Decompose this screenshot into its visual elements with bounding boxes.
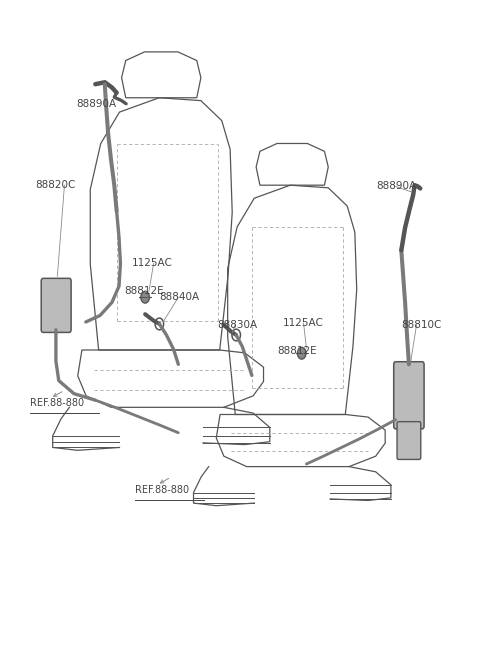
Circle shape [298,348,306,359]
FancyBboxPatch shape [41,279,71,332]
FancyBboxPatch shape [394,362,424,429]
Circle shape [141,291,149,303]
Text: REF.88-880: REF.88-880 [135,485,189,495]
Text: 1125AC: 1125AC [283,318,324,328]
Text: 88810C: 88810C [401,320,442,330]
Text: 1125AC: 1125AC [132,258,173,268]
Text: 88840A: 88840A [159,292,200,302]
FancyBboxPatch shape [397,422,421,459]
Text: 88820C: 88820C [35,180,75,190]
Text: 88812E: 88812E [124,286,163,296]
Text: 88890A: 88890A [377,181,417,191]
Text: 88812E: 88812E [277,346,317,356]
Text: REF.88-880: REF.88-880 [30,398,84,409]
Text: 88890A: 88890A [76,99,117,109]
Text: 88830A: 88830A [217,319,257,330]
